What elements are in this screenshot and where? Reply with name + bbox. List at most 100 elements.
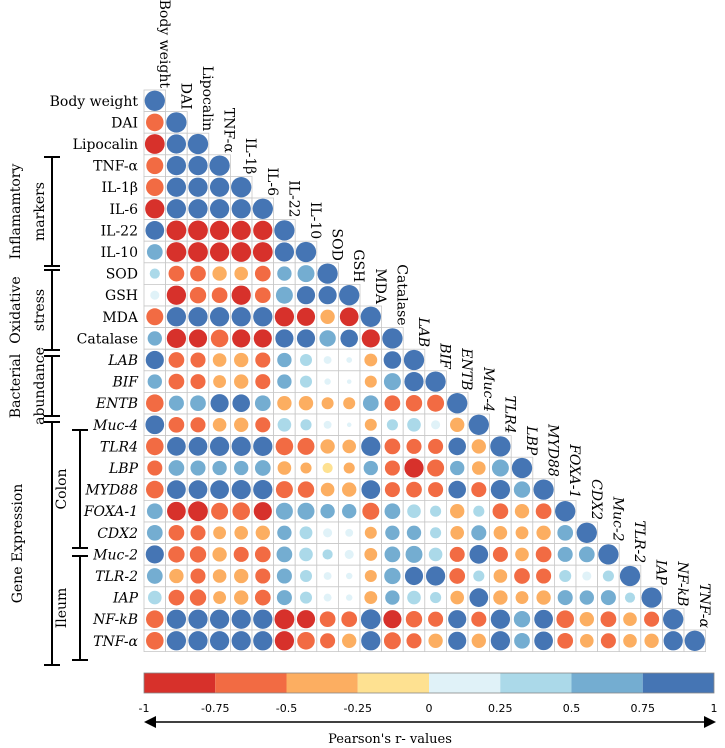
correlation-dot [231, 436, 251, 457]
correlation-dot [364, 547, 378, 561]
correlation-dot [188, 609, 208, 629]
group-bracket: Gene Expression [10, 421, 60, 666]
correlation-dot [514, 568, 530, 584]
correlation-dot [277, 266, 292, 281]
correlation-dot [212, 460, 227, 476]
correlation-dot [189, 546, 207, 563]
correlation-dot [188, 631, 208, 651]
row-label: GSH [105, 288, 138, 304]
correlation-dot [299, 569, 313, 583]
correlation-dot [623, 633, 637, 648]
correlation-dot [430, 592, 442, 604]
correlation-dot [600, 590, 616, 606]
correlation-dot [188, 155, 208, 176]
correlation-dot [277, 461, 292, 475]
correlation-dot [384, 546, 401, 563]
correlation-dot [385, 590, 400, 605]
correlation-dot [404, 566, 424, 586]
row-label: Body weight [50, 94, 139, 110]
correlation-dot [274, 220, 295, 241]
correlation-dot [147, 460, 163, 476]
correlation-dot [166, 199, 187, 219]
correlation-dot [190, 374, 206, 390]
correlation-dot [579, 612, 594, 627]
correlation-dot [231, 285, 251, 305]
row-label: BIF [111, 375, 139, 391]
correlation-dot [296, 329, 316, 348]
correlation-dot [382, 328, 403, 349]
colorbar-segment [429, 673, 501, 693]
correlation-dot [168, 265, 185, 282]
correlation-dot [383, 610, 402, 629]
correlation-dot [342, 504, 357, 519]
correlation-dot [471, 633, 486, 648]
correlation-dot [255, 568, 271, 584]
correlation-dot [582, 571, 592, 581]
correlation-dot [428, 611, 444, 627]
row-label: LAB [107, 353, 138, 369]
correlation-dot [190, 352, 206, 368]
correlation-dot [493, 569, 508, 583]
column-label: FOXA-1 [566, 443, 582, 498]
correlation-dot [323, 356, 332, 364]
correlation-dot [146, 524, 163, 541]
colorbar-tick-label: 0.25 [488, 702, 513, 715]
correlation-dot [167, 437, 186, 456]
correlation-dot [346, 379, 352, 384]
correlation-dot [536, 525, 551, 540]
correlation-dot [598, 544, 619, 565]
correlation-dot [209, 155, 230, 176]
correlation-dot [277, 396, 292, 411]
colorbar-tick-label: -0.75 [201, 702, 229, 715]
correlation-dot [275, 502, 293, 520]
colorbar-tick-label: 0.5 [563, 702, 581, 715]
correlation-dot [274, 609, 295, 630]
correlation-dot [339, 307, 359, 327]
correlation-dot [407, 590, 421, 605]
column-label: Muc-4 [480, 366, 496, 412]
correlation-dot [405, 395, 423, 412]
correlation-dot [471, 439, 486, 454]
correlation-dot [299, 526, 313, 540]
column-label: Lipocalin [199, 66, 215, 131]
correlation-dot [473, 570, 485, 582]
correlation-dot [168, 352, 185, 368]
correlation-dot [190, 265, 206, 282]
correlation-dot [490, 631, 511, 651]
row-label: MYD88 [84, 483, 138, 499]
correlation-dot [210, 480, 229, 499]
correlation-dot [364, 526, 377, 539]
group-label: Oxidative [8, 276, 24, 343]
row-label: NF-kB [92, 612, 138, 628]
correlation-dot [144, 90, 165, 111]
correlation-dot [406, 633, 422, 649]
column-label: TNF-α [221, 108, 237, 153]
correlation-dot [299, 375, 313, 388]
row-label: Lipocalin [73, 137, 138, 153]
correlation-dot [473, 505, 485, 517]
correlation-dot [231, 199, 251, 219]
correlation-dot [406, 481, 422, 498]
colorbar [143, 672, 715, 694]
column-label: ENTB [458, 347, 474, 390]
correlation-dot [624, 592, 636, 603]
colorbar-segment [500, 673, 572, 693]
correlation-dot [492, 503, 509, 520]
column-label: LBP [523, 425, 539, 456]
correlation-dot [449, 568, 466, 584]
correlation-dot [557, 590, 573, 606]
correlation-dot [515, 591, 529, 605]
correlation-dot [166, 134, 187, 154]
correlation-dot [321, 397, 334, 410]
correlation-dot [341, 611, 358, 628]
correlation-dot [146, 244, 163, 260]
correlation-dot [431, 420, 441, 430]
correlation-dot [344, 549, 354, 559]
correlation-dot [234, 417, 249, 432]
correlation-dot [252, 198, 273, 219]
colorbar-ticks: -1 -0.75 -0.5 -0.25 0 0.25 0.5 0.75 1 [139, 702, 718, 715]
correlation-dot [168, 546, 185, 563]
row-label: SOD [106, 267, 138, 283]
correlation-dot [297, 265, 315, 283]
correlation-dot [253, 502, 272, 521]
